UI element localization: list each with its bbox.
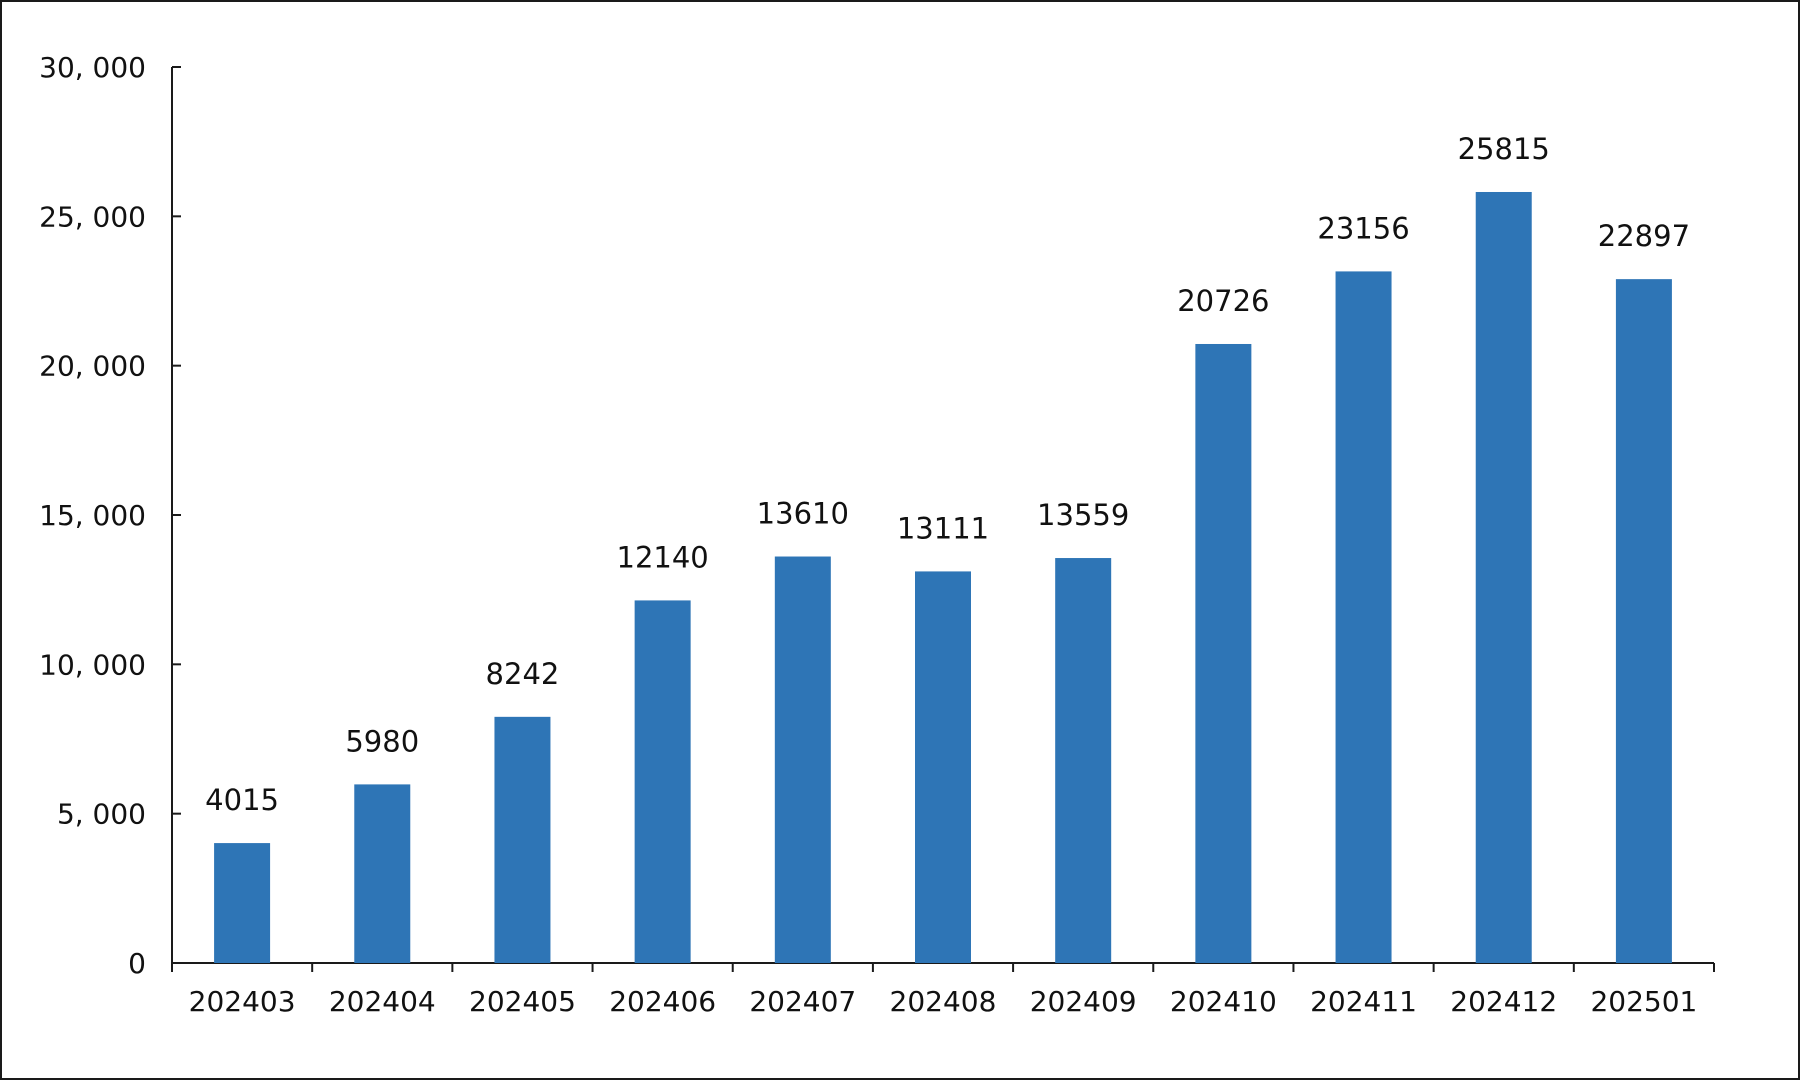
- x-tick-label: 202403: [189, 985, 296, 1018]
- bar-202410: [1195, 343, 1252, 963]
- x-tick-label: 202405: [469, 985, 576, 1018]
- data-label-202411: 23156: [1317, 211, 1409, 245]
- x-tick-label: 202406: [609, 985, 716, 1018]
- bar-series: [214, 191, 1672, 963]
- x-tick-label: 202410: [1170, 985, 1277, 1018]
- x-tick-label: 202409: [1030, 985, 1137, 1018]
- data-label-202412: 25815: [1458, 132, 1550, 166]
- data-label-202410: 20726: [1177, 284, 1269, 318]
- y-tick-label: 10, 000: [39, 648, 146, 681]
- data-label-202406: 12140: [617, 540, 709, 574]
- bar-202404: [354, 784, 411, 963]
- x-tick-label: 202407: [749, 985, 856, 1018]
- bar-202408: [915, 571, 971, 963]
- y-axis: 0 5, 000 10, 000 15, 000 20, 000 25, 000 30, 0…: [39, 51, 181, 980]
- y-tick-label: 25, 000: [39, 200, 146, 233]
- data-labels: 4015 5980 8242 12140 13610 13111 13559 20726 231…: [205, 132, 1690, 817]
- y-tick-label: 15, 000: [39, 499, 146, 532]
- bar-202406: [634, 600, 691, 963]
- bar-202409: [1055, 558, 1112, 963]
- x-tick-label: 202404: [329, 985, 436, 1018]
- bar-202412: [1475, 191, 1532, 963]
- x-tick-label: 202408: [890, 985, 997, 1018]
- y-tick-label: 5, 000: [57, 798, 146, 831]
- y-tick-label: 30, 000: [39, 51, 146, 84]
- x-tick-label: 202501: [1590, 985, 1697, 1018]
- bar-202407: [774, 556, 831, 963]
- bar-202405: [494, 716, 551, 963]
- data-label-202407: 13610: [757, 497, 849, 531]
- y-tick-label: 0: [128, 947, 146, 980]
- data-label-202408: 13111: [897, 511, 989, 545]
- data-label-202404: 5980: [345, 724, 419, 758]
- x-tick-label: 202412: [1450, 985, 1557, 1018]
- data-label-202501: 22897: [1598, 219, 1690, 253]
- data-label-202405: 8242: [486, 657, 560, 691]
- x-tick-label: 202411: [1310, 985, 1417, 1018]
- bar-202501: [1615, 279, 1672, 963]
- y-tick-label: 20, 000: [39, 350, 146, 383]
- bar-202411: [1335, 271, 1392, 963]
- data-label-202409: 13559: [1037, 498, 1129, 532]
- x-axis: 202403 202404 202405 202406 202407 202408 2024…: [171, 962, 1715, 1018]
- bar-202403: [214, 843, 271, 963]
- data-label-202403: 4015: [205, 783, 279, 817]
